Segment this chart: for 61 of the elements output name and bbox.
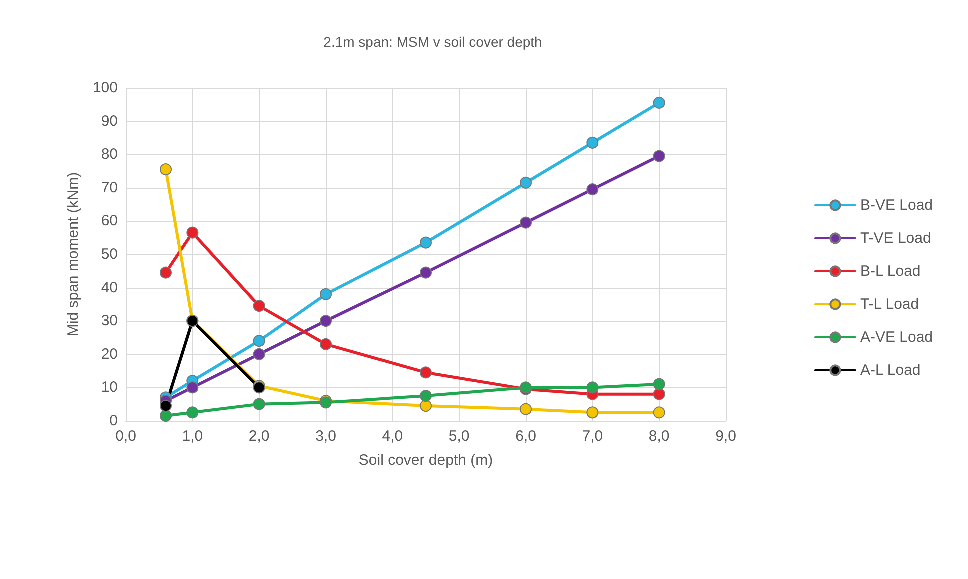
x-tick-label: 2,0 <box>248 428 270 445</box>
point <box>653 150 666 162</box>
y-tick-label: 60 <box>101 212 118 230</box>
x-tick-label: 7,0 <box>582 428 604 445</box>
point <box>160 266 172 279</box>
y-tick-label: 50 <box>101 246 118 263</box>
y-tick-label: 0 <box>110 412 118 430</box>
x-tick-label: 4,0 <box>382 428 404 445</box>
x-tick-label: 9,0 <box>716 428 736 445</box>
point <box>320 315 332 328</box>
y-tick-label: 10 <box>101 379 118 396</box>
point <box>186 226 199 239</box>
y-tick-label: 80 <box>101 146 118 164</box>
y-tick-label: 100 <box>92 80 118 96</box>
point <box>253 300 266 312</box>
x-tick-label: 5,0 <box>448 428 470 445</box>
point <box>160 410 172 422</box>
point <box>420 366 432 379</box>
point <box>653 388 666 400</box>
x-tick-label: 0,0 <box>116 428 136 445</box>
point <box>520 176 532 189</box>
point <box>160 164 172 176</box>
x-axis-title: Soil cover depth (m) <box>358 452 494 469</box>
legend-label: B-L Load <box>860 263 921 280</box>
x-tick-label: 6,0 <box>516 428 536 445</box>
chart-title: 2.1m span: MSM v soil cover depth <box>324 34 542 50</box>
y-tick-label: 20 <box>101 346 118 363</box>
point <box>186 382 199 394</box>
x-tick-label: 3,0 <box>316 428 336 445</box>
point <box>253 335 266 348</box>
point <box>253 348 266 360</box>
x-tick-label: 1,0 <box>182 428 204 445</box>
y-tick-label: 30 <box>101 312 118 330</box>
point <box>420 266 432 279</box>
point <box>653 378 666 390</box>
point <box>586 136 599 149</box>
point <box>586 382 599 394</box>
point <box>586 406 599 419</box>
y-axis-title: Mid span moment (kNm) <box>65 172 82 337</box>
point <box>520 403 532 416</box>
x-tick-label: 8,0 <box>648 428 670 445</box>
legend-label: A-L Load <box>860 362 921 379</box>
point <box>520 216 532 229</box>
point <box>253 398 266 410</box>
point <box>653 406 666 419</box>
point <box>420 236 432 249</box>
point <box>320 338 332 350</box>
legend-label: A-VE Load <box>860 329 933 346</box>
point <box>320 288 332 300</box>
y-tick-label: 40 <box>101 279 118 296</box>
legend-label: T-VE Load <box>860 230 932 247</box>
legend-label: B-VE Load <box>860 197 933 214</box>
point <box>160 400 172 412</box>
point <box>586 184 599 196</box>
y-tick-label: 90 <box>101 112 118 130</box>
point <box>186 406 199 419</box>
legend-label: T-L Load <box>860 296 920 313</box>
point <box>420 400 432 412</box>
point <box>653 96 666 109</box>
y-tick-label: 70 <box>101 179 118 196</box>
point <box>420 390 432 402</box>
